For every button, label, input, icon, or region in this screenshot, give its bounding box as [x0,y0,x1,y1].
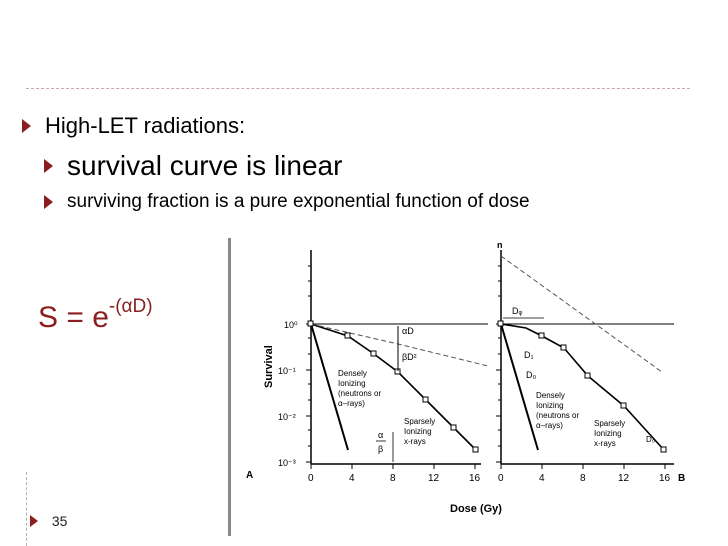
panel-b-densely-curve [500,323,539,451]
bullet-arrow-icon [30,515,38,528]
bullet-arrow-icon [44,158,53,173]
panel-b-sparsely-label: Sparsely Ionizing x-rays [594,419,627,448]
label-line: Densely [338,369,367,378]
x-tick-label: 16 [469,473,481,484]
label-line: Ionizing [536,401,564,410]
label-line: Sparsely [404,417,435,426]
formula-base: S = e [38,301,109,334]
x-tick-label: 16 [659,473,671,484]
label-line: α–rays) [338,399,365,408]
label-line: Ionizing [338,379,366,388]
bullet-text: High-LET radiations: [45,113,246,139]
bullet-text: surviving fraction is a pure exponential… [67,191,530,212]
panel-b-letter: B [678,473,685,484]
panel-a-y-ticks [306,265,311,463]
x-tick-label: 0 [308,473,314,484]
label-d0-small: D₀ [646,435,655,444]
label-line: Ionizing [404,427,432,436]
y-axis-label: Survival [263,345,275,388]
bullet-arrow-icon [44,195,53,209]
x-tick-label: 8 [390,473,396,484]
panel-a-letter: A [246,470,253,481]
panel-a-alpha-line [310,323,489,367]
label-line: α–rays) [536,421,563,430]
panel-a-x-ticks [310,464,476,469]
label-beta-d2: βD² [402,352,417,362]
label-d0: D₀ [526,370,536,380]
label-line: (neutrons or [338,389,381,398]
panel-b-sparsely-curve [500,323,665,451]
bullet-linear: survival curve is linear [44,148,342,182]
y-tick-label: 10⁻³ [278,458,296,468]
label-line: Densely [536,391,565,400]
panel-b-markers [497,320,667,453]
label-line: Sparsely [594,419,625,428]
label-alpha-d: αD [402,326,414,336]
x-tick-label: 4 [539,473,545,484]
x-tick-label: 4 [349,473,355,484]
label-dq: Dᵩ [512,306,522,316]
label-d1: D₁ [524,350,534,360]
y-tick-label: 10⁻² [278,412,296,422]
x-tick-label: 0 [498,473,504,484]
label-line: (neutrons or [536,411,579,420]
x-tick-label: 12 [428,473,440,484]
label-line: Ionizing [594,429,622,438]
label-alpha: α [378,430,383,440]
panel-a-densely-curve [310,323,349,451]
bullet-arrow-icon [22,119,31,134]
panel-b-extrapolation-line [500,255,663,373]
x-axis-label: Dose (Gy) [450,503,502,515]
y-tick-label: 10⁻¹ [278,366,296,376]
panel-a-densely-label: Densely Ionizing (neutrons or α–rays) [338,369,383,408]
panel-b-densely-label: Densely Ionizing (neutrons or α–rays) [536,391,581,430]
label-line: x-rays [594,439,616,448]
panel-a-markers [307,320,479,453]
panel-a-sparsely-label: Sparsely Ionizing x-rays [404,417,437,446]
header-divider [26,88,690,89]
footer-divider [26,472,27,546]
page-number: 35 [30,512,67,529]
y-tick-label: 10⁰ [284,320,298,330]
label-n: n [497,240,503,250]
figure-border [228,238,231,536]
label-line: x-rays [404,437,426,446]
formula-exponent: -(αD) [108,296,153,317]
bullet-exponential: surviving fraction is a pure exponential… [44,191,530,213]
survival-formula: S = e-(αD) [38,296,153,335]
survival-curve-figure: 10⁰ 10⁻¹ 10⁻² 10⁻³ Survival 0 4 8 12 16 … [226,236,706,538]
label-beta: β [378,444,383,454]
bullet-high-let: High-LET radiations: [22,112,245,139]
x-tick-label: 12 [618,473,630,484]
panel-b-x-ticks [500,464,666,469]
figure-svg: 10⁰ 10⁻¹ 10⁻² 10⁻³ Survival 0 4 8 12 16 … [228,238,685,536]
page-number-text: 35 [51,513,68,530]
x-tick-label: 8 [580,473,586,484]
bullet-text: survival curve is linear [67,149,343,181]
panel-b-y-ticks [496,265,501,463]
